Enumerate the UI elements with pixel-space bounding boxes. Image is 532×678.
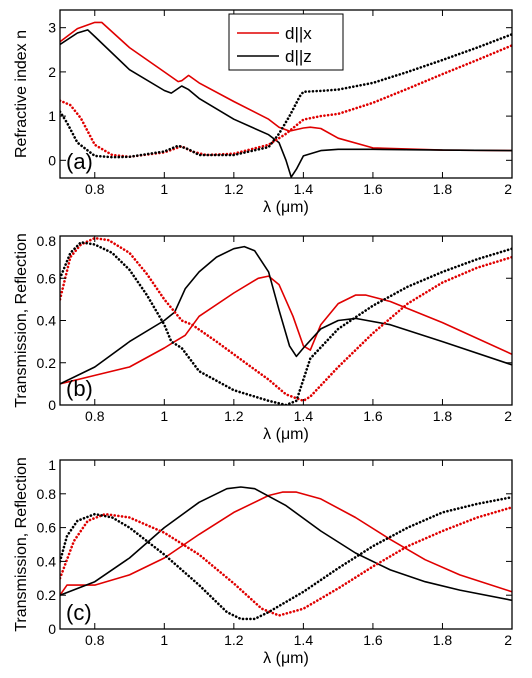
y-tick-label: 0.8 bbox=[37, 233, 57, 249]
y-tick-label: 0.6 bbox=[37, 270, 57, 286]
x-tick-label: 1.4 bbox=[294, 408, 314, 424]
y-axis-title: Transmission, Reflection bbox=[13, 457, 30, 632]
x-axis-title: λ (μm) bbox=[263, 199, 309, 216]
series-black-solid-line bbox=[60, 486, 512, 602]
chart-panel-a: 0.8 1 1.2 1.4 1.6 1.8 2 0 1 2 3 λ (μm) Refractive in… bbox=[13, 9, 513, 216]
chart-panel-b: 0.8 1 1.2 1.4 1.6 1.8 2 0 0.2 0.4 0.6 0.8 λ (μm) Tran… bbox=[13, 233, 513, 443]
x-tick-label: 2 bbox=[504, 181, 512, 197]
series-black-solid-line bbox=[60, 245, 512, 385]
chart-panel-c: 0.8 1 1.2 1.4 1.6 1.8 2 0 0.2 0.4 0.6 0.8 1 λ (μm) Tra… bbox=[13, 457, 513, 667]
series-red-solid-line bbox=[60, 275, 512, 385]
x-tick-label: 1 bbox=[160, 408, 168, 424]
panel-label: (b) bbox=[66, 376, 93, 401]
x-tick-label: 1.8 bbox=[433, 181, 453, 197]
x-tick-label: 0.8 bbox=[85, 181, 105, 197]
x-tick-label: 0.8 bbox=[85, 632, 105, 648]
series-black-dotted-line bbox=[60, 32, 512, 159]
x-tick-label: 1.2 bbox=[224, 632, 244, 648]
x-tick-label: 1 bbox=[160, 632, 168, 648]
x-tick-label: 1 bbox=[160, 181, 168, 197]
y-tick-label: 0 bbox=[48, 621, 56, 637]
panel-label: (c) bbox=[66, 600, 92, 625]
y-tick-label: 0.4 bbox=[37, 313, 57, 329]
plot-frame bbox=[59, 459, 513, 630]
legend-label-0: d||x bbox=[285, 24, 312, 43]
x-tick-label: 1.6 bbox=[363, 181, 383, 197]
series-black-solid-line bbox=[60, 29, 512, 178]
x-tick-label: 0.8 bbox=[85, 408, 105, 424]
x-tick-label: 1.2 bbox=[224, 408, 244, 424]
panel-label: (a) bbox=[66, 149, 93, 174]
series-group bbox=[60, 236, 512, 405]
y-tick-label: 0.2 bbox=[37, 355, 57, 371]
x-tick-label: 2 bbox=[504, 408, 512, 424]
series-group bbox=[60, 486, 512, 621]
x-axis-title: λ (μm) bbox=[263, 650, 309, 667]
x-tick-label: 1.8 bbox=[433, 408, 453, 424]
y-tick-label: 0.4 bbox=[37, 553, 57, 569]
y-tick-label: 1 bbox=[48, 108, 56, 124]
legend-label-1: d||z bbox=[285, 47, 312, 66]
series-black-dotted-line bbox=[60, 241, 512, 405]
y-axis-title: Refractive index n bbox=[13, 30, 30, 158]
chart-legend: d||x d||z bbox=[228, 13, 344, 71]
x-tick-label: 1.8 bbox=[433, 632, 453, 648]
x-tick-label: 1.2 bbox=[224, 181, 244, 197]
series-black-dotted-line bbox=[60, 495, 512, 621]
x-axis-title: λ (μm) bbox=[263, 426, 309, 443]
plot-frame bbox=[59, 235, 513, 406]
y-tick-label: 0.8 bbox=[37, 486, 57, 502]
y-tick-label: 2 bbox=[48, 64, 56, 80]
y-axis-title: Transmission, Reflection bbox=[13, 233, 30, 408]
y-tick-label: 1 bbox=[48, 457, 56, 473]
y-tick-label: 3 bbox=[48, 20, 56, 36]
series-red-dotted-line bbox=[60, 236, 512, 403]
legend-box bbox=[228, 13, 344, 71]
series-red-solid-line bbox=[60, 21, 512, 152]
series-red-solid-line bbox=[60, 491, 512, 597]
y-tick-label: 0.2 bbox=[37, 587, 57, 603]
plot-frame bbox=[59, 9, 513, 179]
y-tick-label: 0 bbox=[48, 397, 56, 413]
series-red-dotted-line bbox=[60, 44, 512, 159]
x-tick-label: 2 bbox=[504, 632, 512, 648]
series-red-dotted-line bbox=[60, 505, 512, 617]
y-tick-label: 0 bbox=[48, 152, 56, 168]
x-tick-label: 1.6 bbox=[363, 408, 383, 424]
y-tick-label: 0.6 bbox=[37, 520, 57, 536]
series-group bbox=[60, 21, 512, 178]
x-tick-label: 1.4 bbox=[294, 632, 314, 648]
x-tick-label: 1.6 bbox=[363, 632, 383, 648]
x-tick-label: 1.4 bbox=[294, 181, 314, 197]
